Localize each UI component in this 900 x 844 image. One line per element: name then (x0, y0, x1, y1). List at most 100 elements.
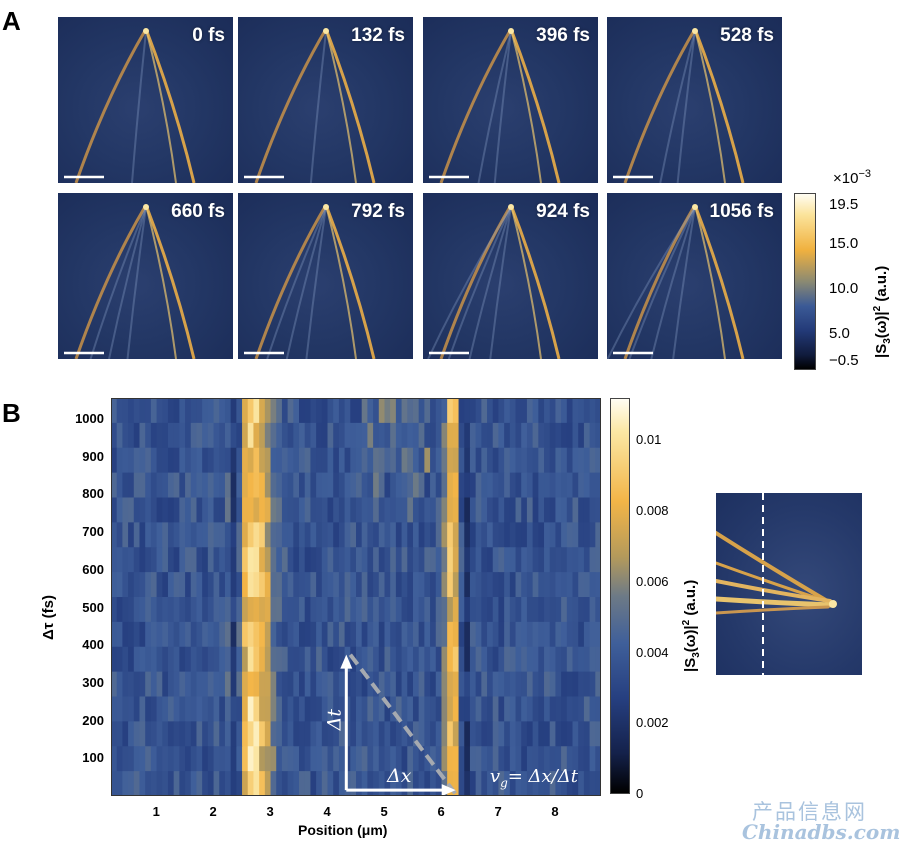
heatmap-cell (538, 671, 545, 698)
heatmap-cell (395, 398, 403, 424)
heatmap-cell (162, 646, 169, 673)
heatmap-cell (139, 771, 146, 796)
heatmap-cell (390, 422, 397, 449)
heatmap-cell (202, 746, 209, 772)
heatmap-cell (338, 771, 346, 796)
heatmap-cell (401, 671, 408, 698)
y-tick-label: 500 (82, 599, 104, 615)
heatmap-cell (555, 572, 562, 598)
heatmap-cell (498, 721, 505, 747)
heatmap-cell (498, 646, 505, 673)
heatmap-cell (412, 671, 420, 698)
heatmap-cell (230, 746, 237, 772)
panel-b-heatmap: Δt Δx vg= Δx/Δt (111, 398, 601, 796)
heatmap-cell (509, 671, 517, 698)
heatmap-cell (264, 447, 272, 474)
heatmap-cell (515, 696, 522, 722)
heatmap-cell (247, 696, 255, 722)
heatmap-cell (338, 398, 346, 424)
heatmap-cell (384, 422, 391, 449)
heatmap-cell (179, 621, 186, 648)
heatmap-cell (549, 721, 557, 747)
heatmap-cell (111, 572, 118, 598)
heatmap-cell (304, 522, 312, 548)
heatmap-cell (344, 497, 351, 523)
heatmap-cell (418, 422, 425, 449)
heatmap-cell (139, 621, 146, 648)
heatmap-cell (128, 646, 135, 673)
heatmap-cell (327, 472, 334, 499)
heatmap-cell (395, 771, 403, 796)
heatmap-cell (344, 422, 351, 449)
heatmap-cell (475, 422, 482, 449)
heatmap-cell (578, 621, 585, 648)
heatmap-cell (219, 547, 226, 573)
heatmap-cell (412, 597, 420, 623)
heatmap-cell (299, 422, 306, 449)
heatmap-cell (185, 422, 192, 449)
heatmap-cell (150, 422, 158, 449)
heatmap-cell (122, 696, 129, 722)
heatmap-cell (207, 771, 215, 796)
heatmap-cell (418, 497, 425, 523)
heatmap-cell (464, 472, 471, 499)
heatmap-cell (139, 472, 146, 499)
heatmap-cell (373, 646, 380, 673)
heatmap-cell (281, 472, 289, 499)
heatmap-cell (544, 771, 551, 796)
heatmap-cell (555, 646, 562, 673)
heatmap-cell (521, 771, 528, 796)
heatmap-cell (572, 721, 579, 747)
heatmap-cell (122, 771, 129, 796)
heatmap-cell (578, 671, 585, 698)
heatmap-cell (287, 497, 294, 523)
heatmap-cell (549, 497, 557, 523)
heatmap-cell (572, 472, 579, 499)
heatmap-cell (469, 547, 477, 573)
heatmap-cell (367, 746, 374, 772)
heatmap-cell (150, 646, 158, 673)
heatmap-cell (435, 721, 443, 747)
heatmap-cell (338, 472, 346, 499)
panel-a-colorbar-exponent: ×10−3 (833, 168, 871, 187)
heatmap-cell (150, 522, 158, 548)
heatmap-cell (128, 398, 135, 424)
heatmap-cell (264, 497, 272, 523)
heatmap-cell (264, 422, 272, 449)
heatmap-cell (167, 572, 175, 598)
heatmap-cell (367, 472, 374, 499)
heatmap-cell (133, 597, 141, 623)
heatmap-cell (304, 597, 312, 623)
heatmap-cell (441, 547, 448, 573)
heatmap-cell (475, 447, 482, 474)
heatmap-cell (242, 646, 249, 673)
heatmap-cell (367, 696, 374, 722)
heatmap-cell (156, 547, 163, 573)
heatmap-cell (526, 422, 534, 449)
heatmap-cell (538, 771, 545, 796)
heatmap-cell (481, 572, 488, 598)
heatmap-cell (532, 422, 539, 449)
delta-x-arrowhead (441, 784, 456, 796)
heatmap-cell (185, 497, 192, 523)
heatmap-cell (276, 547, 283, 573)
heatmap-cell (521, 547, 528, 573)
heatmap-cell (133, 447, 141, 474)
heatmap-cell (213, 646, 220, 673)
heatmap-cell (270, 398, 277, 424)
heatmap-cell (327, 522, 334, 548)
heatmap-cell (390, 771, 397, 796)
heatmap-cell (538, 472, 545, 499)
heatmap-cell (544, 398, 551, 424)
heatmap-cell (350, 621, 357, 648)
heatmap-cell (538, 572, 545, 598)
heatmap-cell (310, 497, 317, 523)
heatmap-cell (504, 597, 511, 623)
x-tick-label: 5 (380, 804, 388, 819)
heatmap-cell (230, 696, 237, 722)
heatmap-cell (566, 646, 574, 673)
heatmap-cell (561, 497, 568, 523)
heatmap-cell (566, 422, 574, 449)
heatmap-cell (281, 646, 289, 673)
heatmap-cell (321, 671, 329, 698)
